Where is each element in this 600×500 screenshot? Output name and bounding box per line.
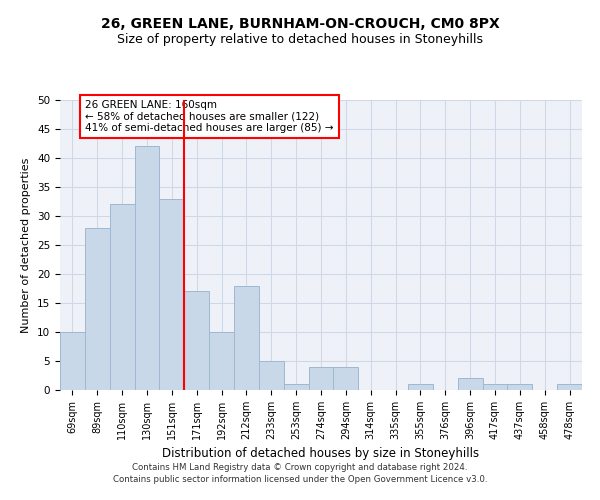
Bar (408, 384, 433, 390)
Bar (85, 228, 110, 390)
Bar (184, 292, 209, 390)
Bar (458, 378, 482, 390)
Bar (60, 332, 85, 390)
X-axis label: Distribution of detached houses by size in Stoneyhills: Distribution of detached houses by size … (163, 448, 479, 460)
Text: Size of property relative to detached houses in Stoneyhills: Size of property relative to detached ho… (117, 32, 483, 46)
Bar (308, 367, 334, 390)
Text: 26 GREEN LANE: 160sqm
← 58% of detached houses are smaller (122)
41% of semi-det: 26 GREEN LANE: 160sqm ← 58% of detached … (85, 100, 334, 133)
Bar (482, 384, 508, 390)
Bar (508, 384, 532, 390)
Bar (110, 204, 134, 390)
Bar (557, 384, 582, 390)
Bar (160, 198, 184, 390)
Bar (234, 286, 259, 390)
Y-axis label: Number of detached properties: Number of detached properties (22, 158, 31, 332)
Bar (134, 146, 160, 390)
Bar (209, 332, 234, 390)
Text: Contains public sector information licensed under the Open Government Licence v3: Contains public sector information licen… (113, 475, 487, 484)
Bar (334, 367, 358, 390)
Bar (259, 361, 284, 390)
Bar (284, 384, 308, 390)
Text: Contains HM Land Registry data © Crown copyright and database right 2024.: Contains HM Land Registry data © Crown c… (132, 464, 468, 472)
Text: 26, GREEN LANE, BURNHAM-ON-CROUCH, CM0 8PX: 26, GREEN LANE, BURNHAM-ON-CROUCH, CM0 8… (101, 18, 499, 32)
